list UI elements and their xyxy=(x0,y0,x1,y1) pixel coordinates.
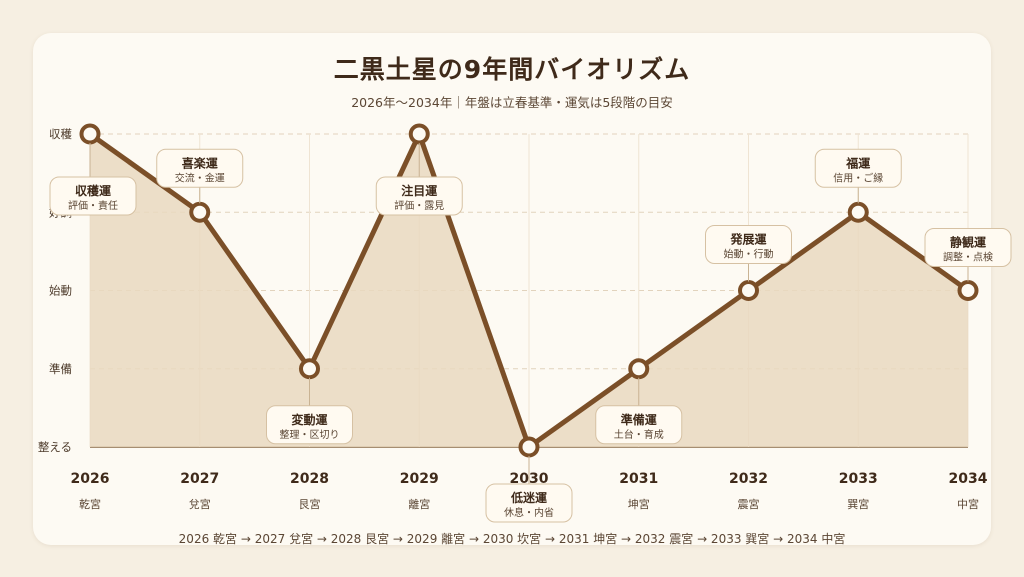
x-tick-palace: 巽宮 xyxy=(847,497,869,511)
label-title: 低迷運 xyxy=(510,490,547,505)
label-box xyxy=(266,405,353,445)
label-box xyxy=(375,176,463,216)
label-box xyxy=(49,176,137,216)
label-subtitle: 調整・点検 xyxy=(943,251,993,264)
label-title: 注目運 xyxy=(401,183,437,198)
data-point xyxy=(189,201,211,223)
y-tick-label: 整える xyxy=(38,440,72,454)
label-subtitle: 整理・区切り xyxy=(280,428,340,441)
x-tick-year: 2033 xyxy=(839,471,878,487)
data-point xyxy=(408,123,430,145)
label-subtitle: 休息・内省 xyxy=(504,506,554,519)
data-point xyxy=(518,436,540,458)
x-tick-palace: 乾宮 xyxy=(79,497,101,511)
label-box xyxy=(814,148,902,188)
data-point xyxy=(957,280,979,301)
x-tick-year: 2029 xyxy=(400,471,439,487)
x-tick-year: 2026 xyxy=(71,471,110,487)
annotation-labels: 収穫運評価・責任喜楽運交流・金運変動運整理・区切り注目運評価・露見低迷運休息・内… xyxy=(49,143,1012,523)
label-box xyxy=(924,228,1012,267)
palace-sequence-footer: 2026 乾宮 → 2027 兌宮 → 2028 艮宮 → 2029 離宮 → … xyxy=(178,532,846,546)
label-title: 静観運 xyxy=(950,235,986,250)
y-axis-labels: 整える準備始動好調収穫 xyxy=(38,127,73,454)
x-tick-year: 2031 xyxy=(619,471,658,487)
label-title: 福運 xyxy=(845,155,870,170)
x-tick-year: 2034 xyxy=(949,471,988,487)
data-point xyxy=(628,358,650,380)
label-title: 変動運 xyxy=(291,412,327,427)
x-tick-palace: 艮宮 xyxy=(299,497,321,511)
data-point xyxy=(299,358,320,380)
label-box xyxy=(156,148,244,188)
data-point xyxy=(738,280,759,301)
label-box xyxy=(485,483,573,523)
label-subtitle: 土台・育成 xyxy=(614,428,664,441)
x-tick-palace: 坤宮 xyxy=(628,497,650,511)
label-title: 準備運 xyxy=(621,412,657,427)
data-points xyxy=(79,123,979,458)
label-subtitle: 評価・露見 xyxy=(394,199,444,212)
label-subtitle: 交流・金運 xyxy=(175,171,225,184)
y-tick-label: 準備 xyxy=(49,362,72,376)
label-title: 収穫運 xyxy=(75,183,111,198)
x-tick-palace: 兌宮 xyxy=(189,497,211,511)
x-tick-palace: 震宮 xyxy=(738,497,760,511)
label-title: 喜楽運 xyxy=(182,155,218,170)
label-subtitle: 始動・行動 xyxy=(724,248,774,261)
y-tick-label: 始動 xyxy=(49,284,72,298)
x-tick-year: 2032 xyxy=(729,471,768,487)
chart-title: 二黒土星の9年間バイオリズム xyxy=(333,55,691,84)
x-tick-year: 2027 xyxy=(180,471,219,487)
data-point xyxy=(847,201,869,223)
x-tick-palace: 離宮 xyxy=(408,497,430,511)
label-subtitle: 信用・ご縁 xyxy=(833,171,883,184)
x-tick-year: 2028 xyxy=(290,471,329,487)
chart-subtitle: 2026年〜2034年｜年盤は立春基準・運気は5段階の目安 xyxy=(351,95,673,110)
y-tick-label: 収穫 xyxy=(49,127,72,141)
x-tick-palace: 中宮 xyxy=(957,497,979,511)
label-box xyxy=(595,405,683,445)
data-point xyxy=(79,123,101,145)
label-title: 発展運 xyxy=(729,232,766,247)
label-subtitle: 評価・責任 xyxy=(68,199,118,212)
label-box xyxy=(705,225,792,264)
